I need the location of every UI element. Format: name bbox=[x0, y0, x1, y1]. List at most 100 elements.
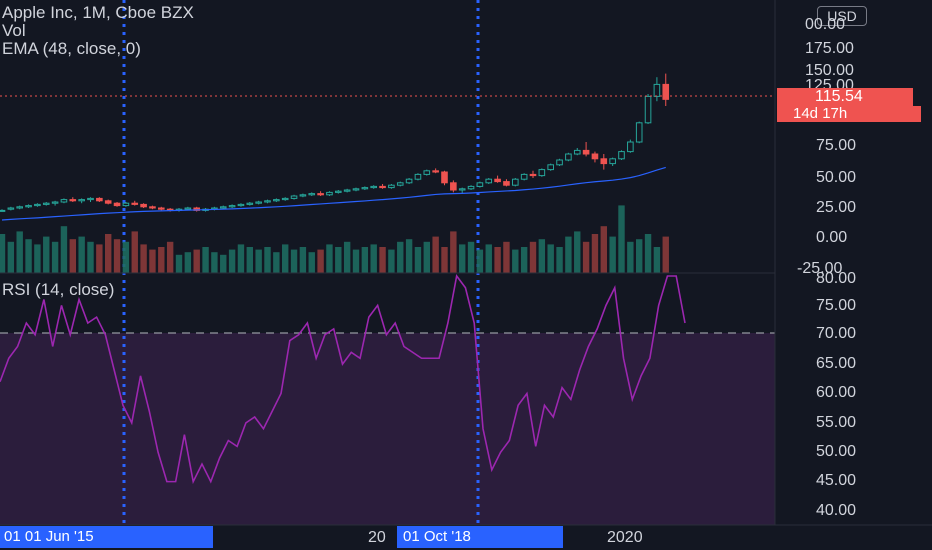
rsi-legend[interactable]: RSI (14, close) bbox=[2, 280, 115, 299]
volume-bar bbox=[627, 241, 634, 273]
rsi-line bbox=[0, 274, 686, 485]
volume-bar bbox=[131, 231, 138, 273]
candle-body bbox=[317, 193, 324, 196]
candle-body bbox=[184, 207, 192, 210]
candle-body bbox=[653, 83, 661, 97]
volume-bar bbox=[34, 244, 41, 273]
candle-body bbox=[582, 149, 590, 155]
candle-body bbox=[264, 200, 271, 203]
volume-bar bbox=[273, 252, 280, 273]
volume-legend[interactable]: Vol bbox=[2, 21, 26, 40]
candle-body bbox=[644, 95, 652, 124]
volume-bar bbox=[352, 249, 360, 273]
volume-bar bbox=[220, 254, 227, 273]
candle-body bbox=[414, 173, 422, 180]
candle-body bbox=[494, 178, 501, 183]
volume-bar bbox=[0, 234, 6, 273]
ema-legend[interactable]: EMA (48, close, 0) bbox=[2, 39, 141, 58]
price-axis-label: 150.00 bbox=[805, 62, 854, 79]
volume-bar bbox=[397, 241, 404, 273]
volume-bar bbox=[149, 249, 156, 273]
candle-body bbox=[51, 201, 59, 204]
candle-body bbox=[573, 149, 581, 155]
current-price-tag: 115.54 bbox=[777, 88, 913, 106]
rsi-axis-label: 60.00 bbox=[816, 384, 857, 401]
candle-body bbox=[255, 201, 262, 204]
candle-body bbox=[246, 202, 254, 205]
volume-bar bbox=[264, 247, 271, 273]
rsi-axis-label: 65.00 bbox=[816, 355, 857, 372]
candle-body bbox=[34, 203, 41, 207]
rsi-axis-label: 80.00 bbox=[816, 270, 857, 287]
candle-body bbox=[352, 188, 360, 191]
candle-body bbox=[69, 199, 77, 202]
volume-bar bbox=[636, 239, 643, 273]
volume-bar bbox=[317, 249, 324, 273]
candle-body bbox=[432, 170, 439, 173]
candle-body bbox=[458, 188, 466, 191]
candle-body bbox=[441, 171, 448, 184]
candle-body bbox=[87, 197, 94, 201]
volume-bar bbox=[538, 239, 546, 273]
candle-body bbox=[627, 141, 634, 153]
rsi-axis-label: 45.00 bbox=[816, 472, 857, 489]
volume-bar bbox=[255, 249, 262, 273]
candle-body bbox=[547, 164, 555, 171]
volume-bar bbox=[78, 236, 85, 273]
price-axis-partial-label: 00.00 bbox=[805, 16, 846, 33]
price-axis-label: 75.00 bbox=[816, 137, 857, 154]
volume-bar bbox=[644, 234, 652, 273]
volume-bar bbox=[591, 234, 599, 273]
volume-bar bbox=[299, 247, 307, 273]
time-axis-label: 20 bbox=[368, 529, 386, 546]
candle-body bbox=[396, 182, 404, 186]
candle-body bbox=[281, 197, 289, 201]
volume-bar bbox=[7, 241, 15, 273]
volume-bar bbox=[113, 239, 121, 273]
volume-bar bbox=[246, 247, 253, 273]
candle-body bbox=[388, 184, 395, 189]
volume-bar bbox=[335, 247, 342, 273]
volume-bar bbox=[290, 249, 298, 273]
candle-body bbox=[326, 191, 333, 196]
candle-body bbox=[538, 169, 546, 177]
volume-bar bbox=[459, 244, 466, 273]
volume-bar bbox=[512, 249, 519, 273]
candle-body bbox=[96, 197, 103, 202]
candle-body bbox=[343, 189, 351, 192]
currency-button[interactable]: USD bbox=[817, 6, 867, 26]
volume-bar bbox=[414, 247, 422, 273]
volume-bar bbox=[423, 241, 430, 273]
candle-body bbox=[503, 181, 510, 186]
candle-body bbox=[237, 203, 245, 207]
volume-bar bbox=[450, 231, 457, 273]
candle-body bbox=[149, 206, 156, 209]
candle-body bbox=[299, 194, 307, 197]
candle-body bbox=[591, 153, 599, 160]
candle-body bbox=[16, 206, 23, 209]
volume-bar bbox=[662, 236, 669, 273]
volume-bar bbox=[485, 244, 492, 273]
volume-bar bbox=[228, 249, 236, 273]
candle-body bbox=[423, 170, 431, 175]
candle-body bbox=[662, 83, 670, 100]
volume-bar bbox=[51, 241, 59, 273]
volume-bar bbox=[175, 254, 183, 273]
candle-body bbox=[609, 158, 616, 165]
volume-bar bbox=[370, 244, 377, 273]
candle-body bbox=[370, 185, 377, 189]
symbol-title[interactable]: Apple Inc, 1M, Cboe BZX bbox=[2, 3, 194, 22]
rsi-axis-label: 55.00 bbox=[816, 414, 857, 431]
volume-bar bbox=[467, 241, 475, 273]
volume-bar bbox=[25, 239, 32, 273]
candle-body bbox=[512, 178, 519, 186]
candle-body bbox=[104, 200, 112, 204]
price-axis-label: 175.00 bbox=[805, 40, 854, 57]
volume-bar bbox=[211, 252, 218, 273]
candle-body bbox=[42, 202, 50, 205]
candle-body bbox=[476, 182, 484, 187]
volume-bar bbox=[609, 236, 616, 273]
rsi-axis-label: 70.00 bbox=[816, 325, 857, 342]
